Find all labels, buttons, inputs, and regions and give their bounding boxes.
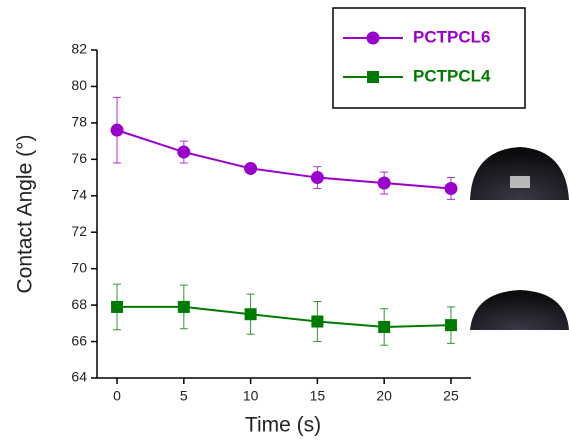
- point: [378, 320, 391, 333]
- x-tick-label: 20: [376, 388, 392, 404]
- x-tick-label: 5: [180, 388, 188, 404]
- y-tick-label: 70: [71, 259, 87, 275]
- y-tick-label: 68: [71, 296, 87, 312]
- x-tick-label: 0: [113, 388, 121, 404]
- legend-marker: [366, 31, 380, 45]
- point: [177, 300, 190, 313]
- y-tick-label: 66: [71, 332, 87, 348]
- x-tick-label: 15: [310, 388, 326, 404]
- point: [110, 123, 124, 137]
- series-line: [117, 305, 451, 328]
- y-tick-label: 78: [71, 114, 87, 130]
- y-tick-label: 76: [71, 150, 87, 166]
- point: [111, 300, 124, 313]
- point: [244, 161, 258, 175]
- point: [177, 145, 191, 159]
- point: [444, 181, 458, 195]
- x-tick-label: 10: [243, 388, 259, 404]
- y-tick-label: 80: [71, 77, 87, 93]
- series-line: [116, 129, 452, 190]
- y-tick-label: 64: [71, 369, 87, 385]
- y-tick-label: 74: [71, 186, 87, 202]
- droplet-image: [470, 146, 569, 202]
- legend-label: PCTPCL6: [413, 27, 490, 46]
- point: [244, 308, 257, 321]
- y-tick-label: 82: [71, 41, 87, 57]
- point: [444, 319, 457, 332]
- legend-marker: [367, 71, 379, 83]
- x-axis-label: Time (s): [245, 414, 321, 437]
- y-tick-label: 72: [71, 223, 87, 239]
- legend-box: [332, 7, 526, 109]
- y-axis-label: Contact Angle (°): [14, 135, 37, 294]
- point: [377, 176, 391, 190]
- legend-label: PCTPCL4: [413, 66, 491, 85]
- droplet-image: [470, 290, 569, 330]
- x-tick-label: 25: [443, 388, 459, 404]
- point: [311, 315, 324, 328]
- point: [310, 171, 324, 185]
